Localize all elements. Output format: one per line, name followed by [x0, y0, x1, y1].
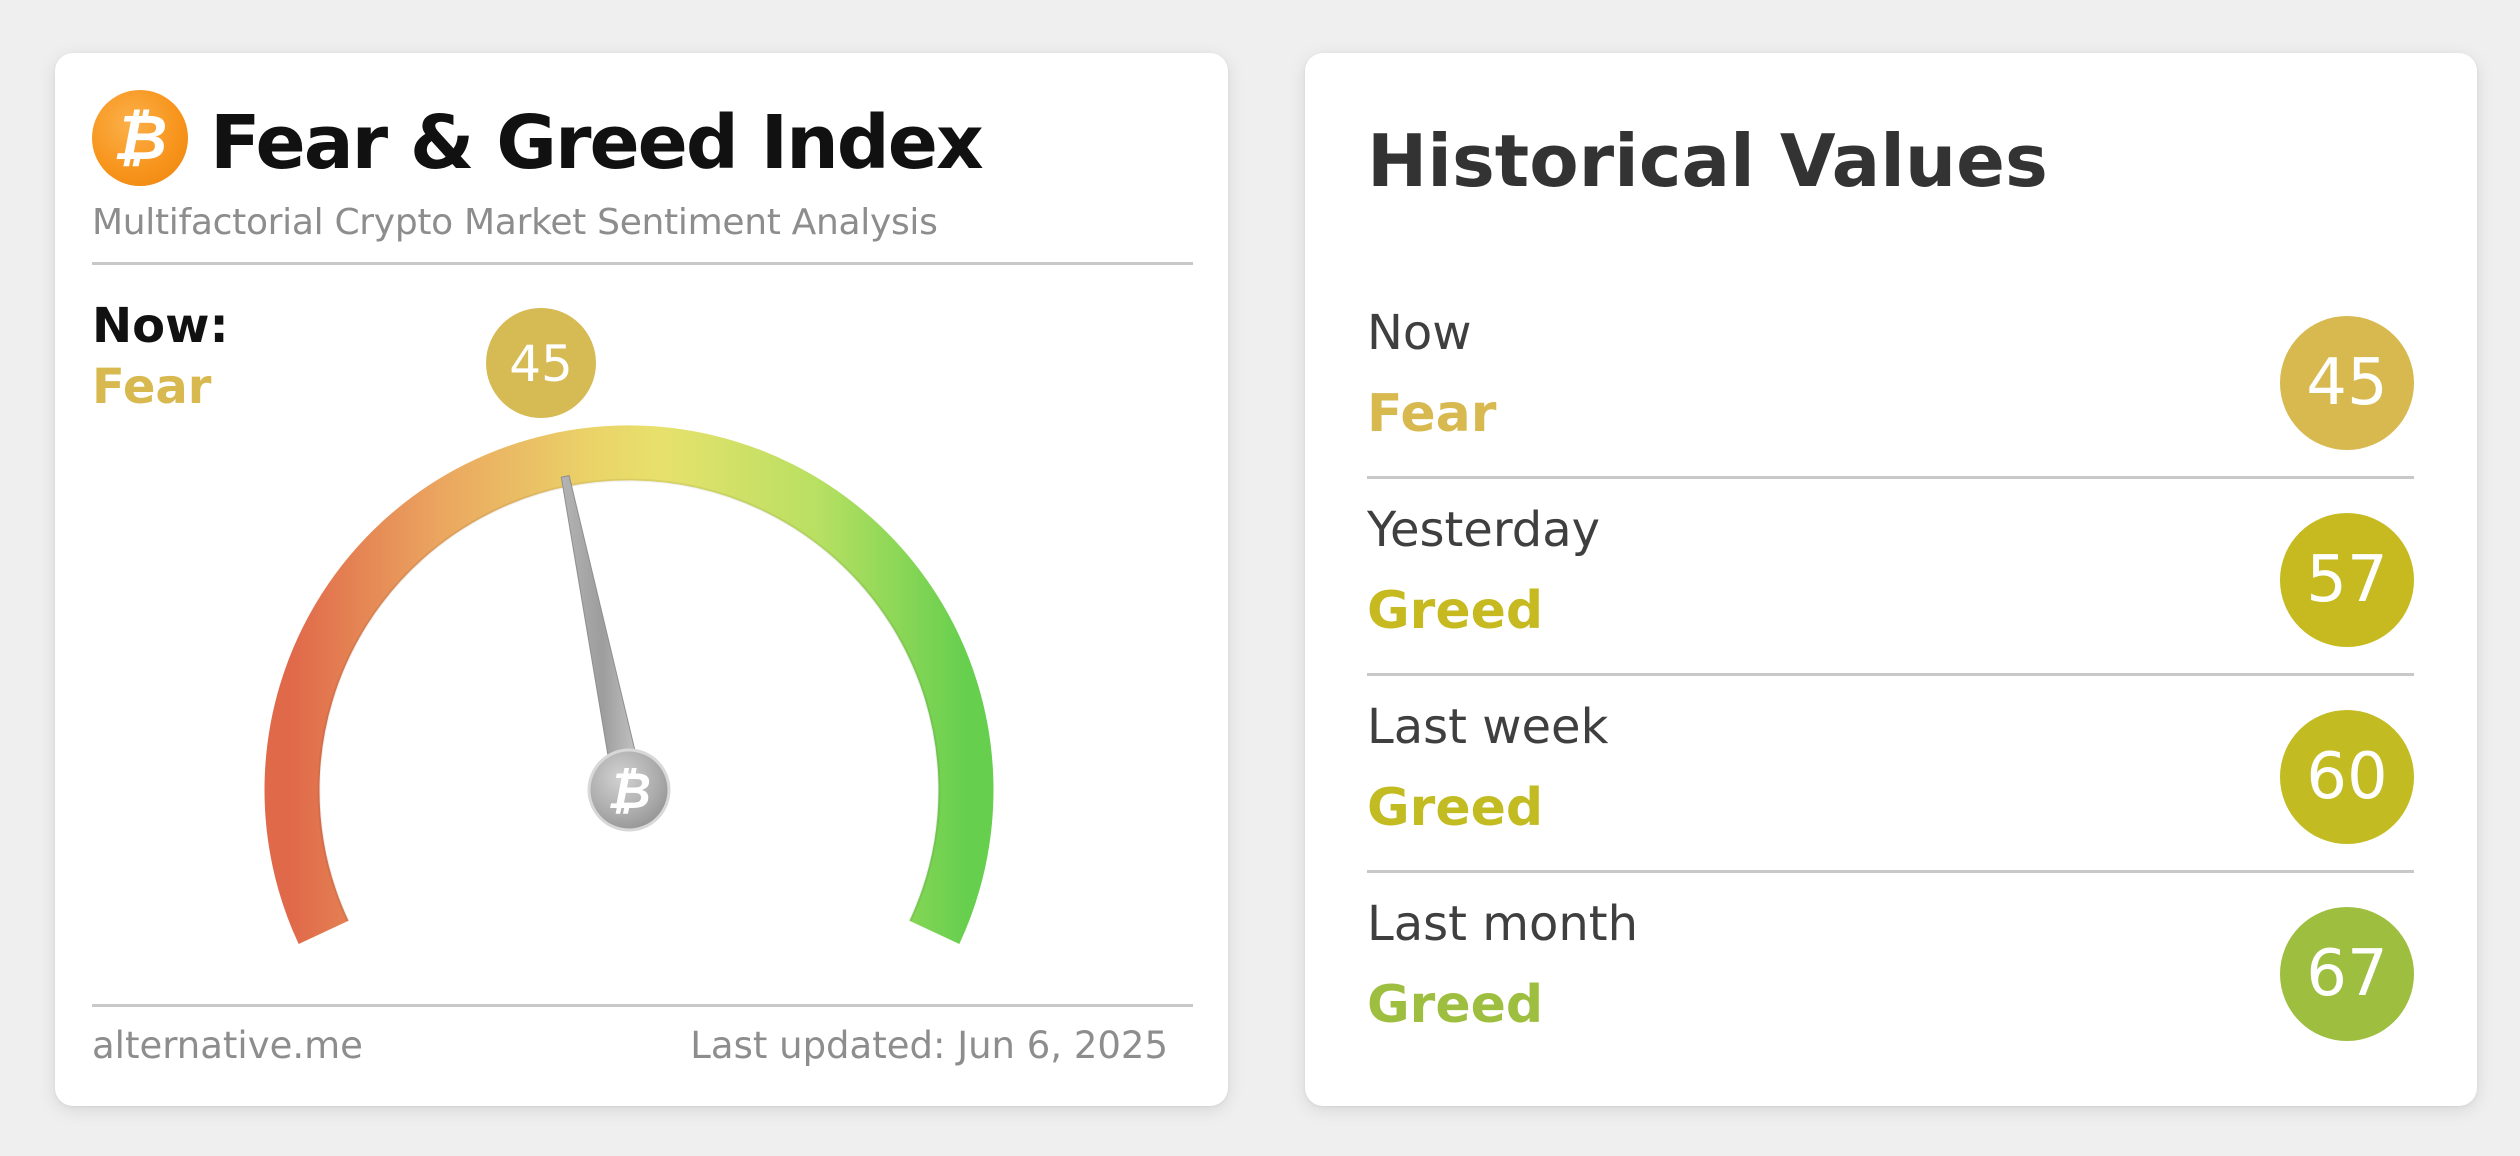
history-row-label: Last month: [1367, 896, 1639, 952]
row-divider: [1367, 673, 2414, 676]
now-classification: Fear: [92, 359, 212, 415]
history-row-value-badge: 60: [2280, 710, 2414, 844]
needle-hub: [587, 748, 671, 832]
fear-greed-card: ₿ Fear & Greed Index Multifactorial Cryp…: [55, 53, 1228, 1106]
history-row-last-week: Last week Greed 60: [1367, 676, 2414, 873]
gauge-arc-inner-edge: [317, 478, 941, 922]
last-updated: Last updated: Jun 6, 2025: [690, 1024, 1168, 1067]
history-row-value-badge: 67: [2280, 907, 2414, 1041]
history-row-classification: Greed: [1367, 778, 1544, 838]
gauge-needle: [560, 475, 645, 794]
history-row-classification: Greed: [1367, 975, 1544, 1035]
history-row-now: Now Fear 45: [1367, 282, 2414, 479]
history-row-yesterday: Yesterday Greed 57: [1367, 479, 2414, 676]
gauge-value-label: 45: [509, 335, 573, 393]
bitcoin-icon: ₿: [92, 90, 188, 186]
source-link[interactable]: alternative.me: [92, 1024, 363, 1067]
card-title: Historical Values: [1367, 119, 2048, 203]
history-row-label: Yesterday: [1367, 502, 1601, 558]
gauge-arc: [264, 425, 994, 944]
history-row-classification: Fear: [1367, 384, 1497, 444]
history-row-classification: Greed: [1367, 581, 1544, 641]
history-row-value-badge: 57: [2280, 513, 2414, 647]
bitcoin-icon: ₿: [607, 762, 651, 820]
now-label: Now:: [92, 298, 229, 354]
history-row-label: Last week: [1367, 699, 1609, 755]
footer-divider: [92, 1004, 1193, 1007]
historical-values-card: Historical Values Now Fear 45 Yesterday …: [1305, 53, 2477, 1106]
card-title: Fear & Greed Index: [210, 100, 984, 186]
header-divider: [92, 262, 1193, 265]
history-row-last-month: Last month Greed 67: [1367, 873, 2414, 1070]
history-row-value-badge: 45: [2280, 316, 2414, 450]
row-divider: [1367, 476, 2414, 479]
history-row-label: Now: [1367, 305, 1472, 361]
row-divider: [1367, 870, 2414, 873]
card-subtitle: Multifactorial Crypto Market Sentiment A…: [92, 202, 938, 243]
gauge-value-bubble: [486, 308, 596, 418]
sentiment-gauge: ₿ 45: [264, 308, 994, 944]
